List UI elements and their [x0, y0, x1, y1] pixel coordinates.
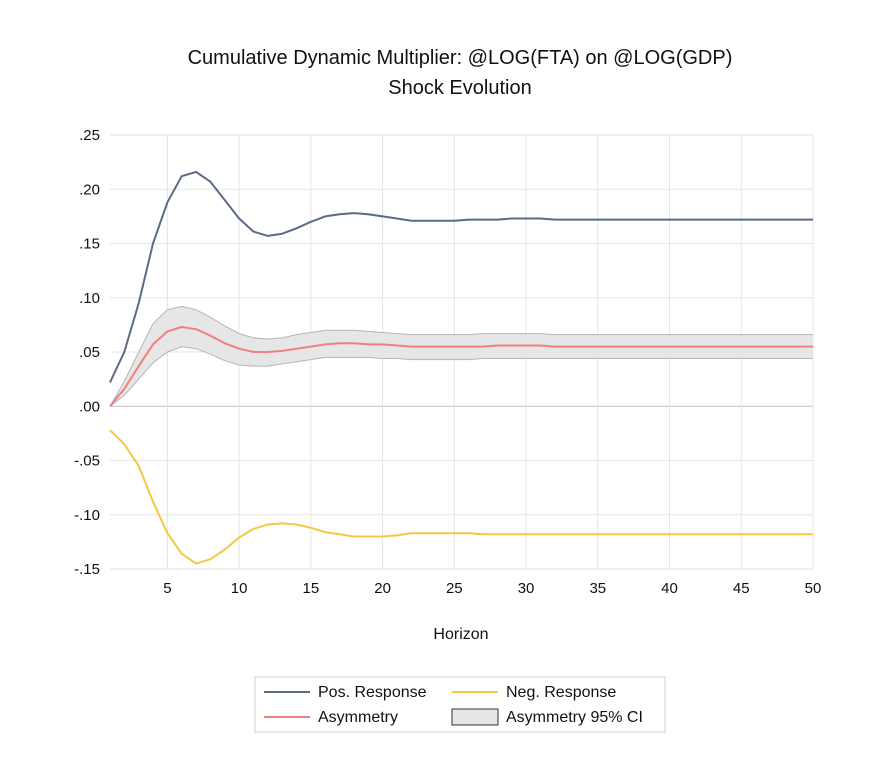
y-tick-label: .25: [79, 127, 100, 144]
x-axis-label: Horizon: [433, 626, 488, 643]
chart-subtitle: Shock Evolution: [388, 77, 531, 99]
x-tick-label: 40: [661, 580, 678, 597]
x-tick-label: 25: [446, 580, 463, 597]
x-tick-label: 5: [163, 580, 171, 597]
series-lines-layer: [109, 170, 813, 565]
legend-label-asymmetry-95-ci: Asymmetry 95% CI: [506, 709, 643, 726]
x-tick-label: 20: [374, 580, 391, 597]
y-tick-label: .10: [79, 290, 100, 307]
chart-title: Cumulative Dynamic Multiplier: @LOG(FTA)…: [188, 47, 733, 69]
x-tick-label: 10: [231, 580, 248, 597]
x-tick-label: 15: [303, 580, 320, 597]
ci-band-upper-edge: [109, 305, 813, 407]
y-tick-label: -.05: [74, 453, 100, 470]
ci-band: [110, 306, 813, 407]
legend-label-pos-response: Pos. Response: [318, 684, 427, 701]
x-tick-label: 50: [805, 580, 822, 597]
x-tick-label: 35: [589, 580, 606, 597]
ci-band-lower-edge: [109, 346, 813, 407]
series-line-pos-response: [109, 170, 813, 383]
x-tick-label: 30: [518, 580, 535, 597]
ci-band-layer: [109, 305, 813, 407]
y-tick-label: .20: [79, 181, 100, 198]
x-tick-label: 45: [733, 580, 750, 597]
y-tick-label: -.15: [74, 561, 100, 578]
series-line-neg-response: [109, 429, 813, 565]
legend-label-asymmetry: Asymmetry: [318, 709, 398, 726]
series-line-asymmetry: [109, 326, 813, 407]
y-axis-ticks: -.15 -.10 -.05 .00 .05 .10 .15 .20 .25: [74, 127, 100, 578]
y-tick-label: -.10: [74, 507, 100, 524]
legend: Pos. Response Neg. Response Asymmetry Asymm…: [254, 676, 666, 733]
y-tick-label: .15: [79, 236, 100, 253]
x-axis-ticks: 5 10 15 20 25 30 35 40 45 50: [163, 580, 821, 597]
legend-swatch-asymmetry-95-ci: [451, 708, 499, 726]
y-tick-label: .05: [79, 344, 100, 361]
y-tick-label: .00: [79, 398, 100, 415]
legend-label-neg-response: Neg. Response: [506, 684, 616, 701]
